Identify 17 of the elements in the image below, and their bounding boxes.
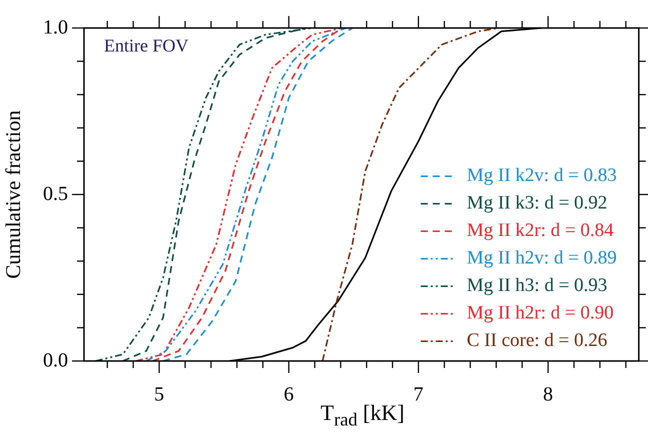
x-tick-label: 5	[154, 383, 164, 406]
legend-label: Mg II h2v: d = 0.89	[466, 248, 617, 269]
y-tick-label: 1.0	[43, 16, 68, 38]
y-tick-label: 0.0	[43, 349, 68, 372]
legend-label: C II core: d = 0.26	[466, 330, 608, 352]
x-tick-label: 7	[413, 383, 424, 406]
legend-label: Mg II k2r: d = 0.84	[466, 220, 614, 242]
x-tick-label: 6	[284, 383, 294, 406]
y-axis-title: Cumulative fraction	[1, 110, 26, 279]
legend-label: Mg II h3: d = 0.93	[466, 275, 608, 296]
legend-label: Mg II k2v: d = 0.83	[466, 165, 617, 186]
legend-label: Mg II k3: d = 0.92	[466, 192, 608, 214]
legend-label: Mg II h2r: d = 0.90	[466, 302, 614, 324]
annotation: Entire FOV	[104, 36, 188, 56]
x-axis-title: T$_{rad}$ [kK]	[320, 400, 404, 430]
x-tick-label: 8	[543, 383, 554, 406]
y-tick-label: 0.5	[43, 182, 68, 205]
